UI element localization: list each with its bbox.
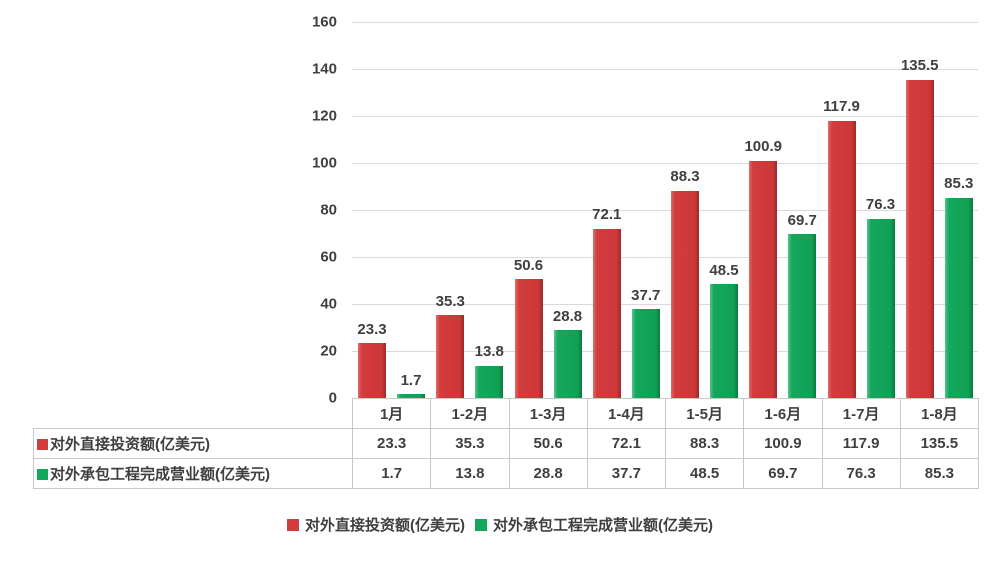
red-series-swatch-icon	[37, 439, 48, 450]
gridline-80	[352, 210, 978, 211]
bar-value-label-s2-1-2月: 13.8	[474, 343, 504, 361]
table-row-series1: 对外直接投资额(亿美元) 23.3 35.3 50.6 72.1 88.3 100.9 117…	[33, 428, 980, 459]
gridline-40	[352, 304, 978, 305]
bar-s1-1-7月	[827, 120, 856, 398]
table-header-1-8月: 1-8月	[899, 398, 980, 429]
table-header-1-6月: 1-6月	[743, 398, 823, 429]
table-header-1-5月: 1-5月	[664, 398, 745, 429]
table-cell-s2-1-2月: 13.8	[430, 458, 510, 489]
bar-s2-1-3月	[553, 330, 582, 398]
legend-label-series2: 对外承包工程完成营业额(亿美元)	[493, 517, 713, 534]
bar-value-label-s2-1-7月: 76.3	[865, 196, 896, 214]
y-tick-label-160: 160	[311, 13, 337, 31]
bar-s2-1-5月	[710, 284, 738, 398]
legend-item-series2: 对外承包工程完成营业额(亿美元)	[475, 514, 713, 535]
bar-value-label-s1-1-6月: 100.9	[744, 138, 783, 156]
table-cell-s1-1-4月: 72.1	[586, 428, 667, 459]
table-cell-s2-1-3月: 28.8	[508, 458, 588, 489]
table-row-label-series2: 对外承包工程完成营业额(亿美元)	[33, 458, 353, 489]
bar-s1-1-5月	[671, 190, 699, 398]
legend-label-series1: 对外直接投资额(亿美元)	[305, 517, 465, 534]
table-header-row: 1月 1-2月 1-3月 1-4月 1-5月 1-6月 1-7月 1-8月	[34, 398, 980, 429]
table-cell-s1-1-3月: 50.6	[508, 428, 588, 459]
bar-s1-1-4月	[592, 228, 621, 398]
table-corner-cell	[34, 399, 353, 429]
bar-s1-1月	[358, 343, 386, 398]
bar-value-label-s2-1-6月: 69.7	[787, 211, 817, 229]
gridline-20	[352, 351, 978, 352]
bar-s2-1-6月	[788, 234, 817, 398]
table-cell-s1-1-8月: 135.5	[899, 428, 980, 459]
bar-s2-1-2月	[475, 365, 504, 398]
data-table: 1月 1-2月 1-3月 1-4月 1-5月 1-6月 1-7月 1-8月 对外直接投资额(亿美…	[33, 398, 980, 489]
bar-s2-1-8月	[944, 197, 973, 398]
y-tick-label-20: 20	[320, 342, 337, 360]
bar-s1-1-2月	[436, 315, 465, 398]
table-cell-s1-1-6月: 100.9	[743, 428, 823, 459]
bar-value-label-s1-1-4月: 72.1	[592, 206, 622, 224]
table-header-1-2月: 1-2月	[430, 398, 510, 429]
table-cell-s2-1-5月: 48.5	[664, 458, 745, 489]
bar-s1-1-3月	[514, 279, 543, 398]
gridline-60	[352, 257, 978, 258]
table-cell-s1-1-2月: 35.3	[430, 428, 510, 459]
bar-s2-1-4月	[631, 309, 660, 398]
green-legend-swatch-icon	[475, 518, 487, 531]
plot-area: 23.3 35.3 50.6 72.1 88.3 100.9 117.9 135.5 1.7 13…	[352, 22, 978, 399]
y-tick-label-100: 100	[311, 154, 337, 172]
red-legend-swatch-icon	[287, 518, 299, 531]
y-tick-label-120: 120	[311, 107, 337, 125]
table-header-1-3月: 1-3月	[508, 398, 588, 429]
green-series-swatch-icon	[37, 469, 48, 480]
bar-value-label-s1-1-7月: 117.9	[823, 98, 860, 116]
bar-value-label-s1-1-2月: 35.3	[435, 292, 465, 310]
bar-value-label-s1-1-5月: 88.3	[670, 168, 700, 185]
y-tick-label-80: 80	[320, 201, 337, 219]
bar-value-label-s2-1月: 1.7	[400, 371, 422, 389]
gridline-120	[352, 116, 978, 117]
y-tick-label-140: 140	[311, 60, 337, 78]
table-cell-s1-1月: 23.3	[351, 428, 432, 459]
bar-value-label-s2-1-8月: 85.3	[944, 175, 974, 193]
bar-s2-1月	[397, 394, 425, 398]
bar-value-label-s2-1-3月: 28.8	[552, 307, 583, 325]
bar-value-label-s2-1-5月: 48.5	[709, 261, 739, 279]
table-header-1-7月: 1-7月	[821, 398, 901, 429]
gridline-160	[352, 22, 978, 23]
y-axis: 0 20 40 60 80 100 120 140 160	[290, 15, 345, 406]
bar-s1-1-6月	[749, 160, 778, 398]
table-header-1-4月: 1-4月	[586, 398, 667, 429]
table-row-label-series1: 对外直接投资额(亿美元)	[33, 428, 353, 459]
bar-value-label-s2-1-4月: 37.7	[631, 286, 661, 304]
gridline-140	[352, 69, 978, 70]
bar-s1-1-8月	[905, 79, 934, 398]
table-cell-s2-1-8月: 85.3	[899, 458, 980, 489]
table-cell-s1-1-7月: 117.9	[821, 428, 901, 459]
table-cell-s1-1-5月: 88.3	[664, 428, 745, 459]
legend-item-series1: 对外直接投资额(亿美元)	[287, 514, 465, 535]
table-cell-s2-1-6月: 69.7	[743, 458, 823, 489]
table-cell-s2-1-4月: 37.7	[586, 458, 667, 489]
bar-s2-1-7月	[866, 218, 895, 398]
table-row-series2: 对外承包工程完成营业额(亿美元) 1.7 13.8 28.8 37.7 48.5 69.7 7…	[33, 458, 980, 489]
gridline-100	[352, 163, 978, 164]
y-tick-label-40: 40	[320, 295, 337, 313]
y-tick-label-60: 60	[320, 248, 337, 266]
table-cell-s2-1月: 1.7	[351, 458, 432, 489]
bar-value-label-s1-1-3月: 50.6	[513, 256, 544, 274]
table-cell-s2-1-7月: 76.3	[821, 458, 901, 489]
bar-value-label-s1-1月: 23.3	[357, 320, 387, 338]
table-header-1月: 1月	[351, 398, 432, 429]
y-tick-label-0: 0	[328, 389, 337, 407]
legend: 对外直接投资额(亿美元) 对外承包工程完成营业额(亿美元)	[0, 514, 1000, 535]
bar-value-label-s1-1-8月: 135.5	[900, 57, 939, 75]
